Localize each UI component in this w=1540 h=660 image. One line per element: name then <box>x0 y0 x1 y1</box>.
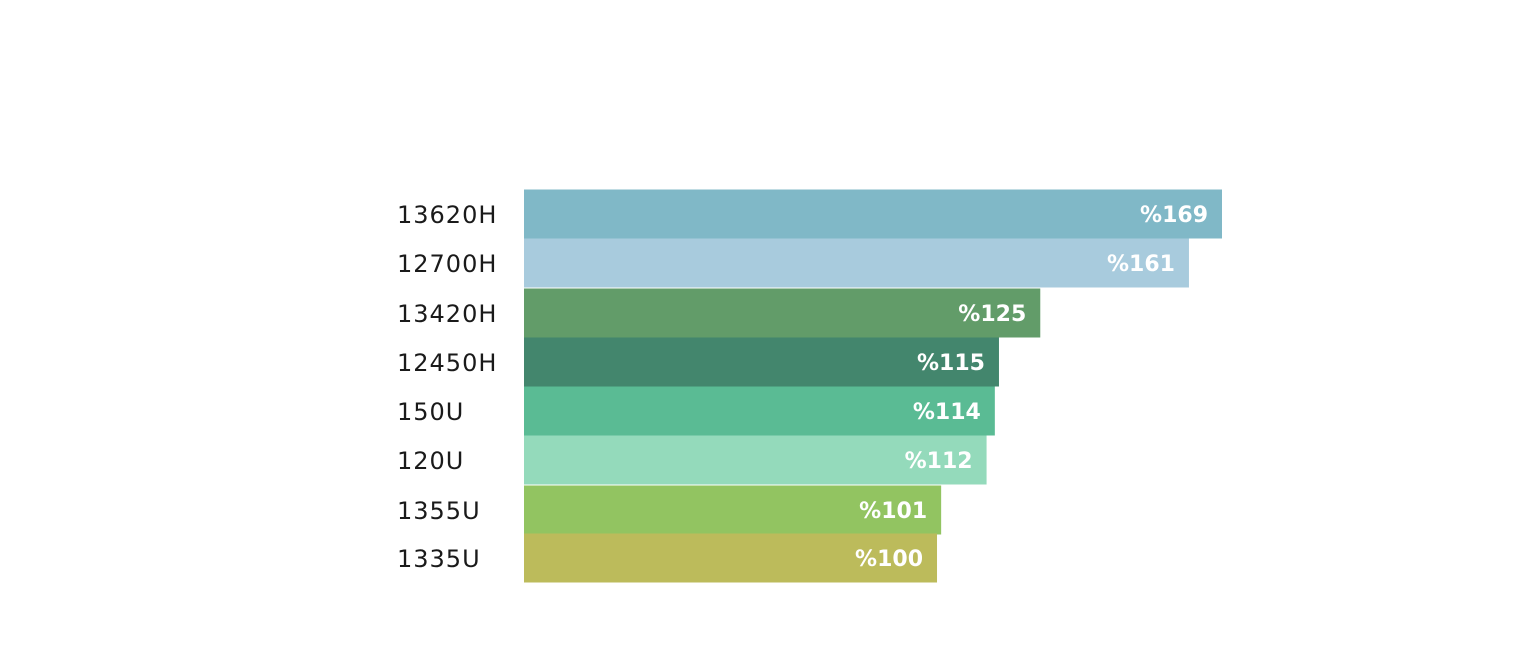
category-labels-group: 13620H 12700H 13420H 12450H 150U 120U 1355U 133… <box>397 201 497 573</box>
category-label: 13420H <box>397 300 497 328</box>
bar-1355u <box>524 485 942 535</box>
category-label: 13620H <box>397 201 497 229</box>
category-label: 12450H <box>397 349 497 377</box>
category-label: 1355U <box>397 497 481 525</box>
bar-1335u <box>524 533 938 583</box>
bar-12700h <box>524 238 1189 288</box>
category-label: 120U <box>397 447 464 475</box>
category-label: 1335U <box>397 545 481 573</box>
value-labels-group: %169 %161 %125 %115 %114 %112 %101 %100 <box>855 203 1208 572</box>
value-label: %115 <box>917 351 985 376</box>
value-label: %112 <box>905 449 973 474</box>
category-label: 150U <box>397 398 464 426</box>
bar-13620h <box>524 189 1222 239</box>
value-label: %114 <box>913 400 981 425</box>
bar-150u <box>524 386 995 436</box>
value-label: %101 <box>859 499 927 524</box>
bar-120u <box>524 435 987 485</box>
value-label: %125 <box>958 302 1026 327</box>
value-label: %161 <box>1107 252 1175 277</box>
bars-group <box>524 189 1222 583</box>
value-label: %100 <box>855 547 923 572</box>
bar-13420h <box>524 288 1041 338</box>
bar-12450h <box>524 337 999 387</box>
category-label: 12700H <box>397 250 497 278</box>
value-label: %169 <box>1140 203 1208 228</box>
